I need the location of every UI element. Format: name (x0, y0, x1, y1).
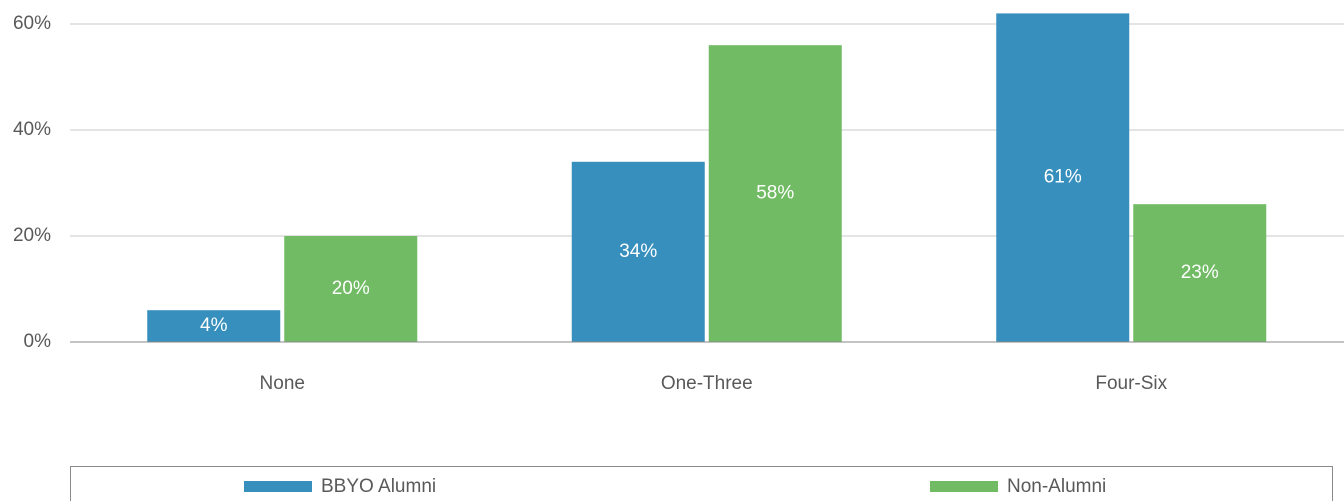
legend-swatch (244, 481, 312, 492)
data-label: 61% (1044, 167, 1082, 188)
bar-bbyo-alumni-one-three (571, 161, 705, 342)
bar-non-alumni-four-six (1133, 204, 1267, 342)
y-tick-label: 0% (24, 331, 52, 352)
data-label: 4% (200, 315, 228, 336)
legend-label: Non-Alumni (1007, 476, 1106, 497)
y-tick-label: 20% (13, 225, 51, 246)
bars (147, 13, 1267, 343)
gridlines (70, 23, 1344, 237)
bar-non-alumni-none (284, 236, 418, 342)
bar-non-alumni-one-three (708, 45, 842, 342)
y-axis-ticks: 0% 20% 40% 60% (13, 13, 51, 352)
category-labels: None One-Three Four-Six (260, 373, 1168, 394)
data-label: 58% (756, 183, 794, 204)
y-tick-label: 60% (13, 13, 51, 34)
data-label: 20% (332, 278, 370, 299)
category-label: One-Three (661, 373, 753, 394)
category-label: Four-Six (1095, 373, 1167, 394)
y-tick-label: 40% (13, 119, 51, 140)
category-label: None (260, 373, 305, 394)
legend-label: BBYO Alumni (321, 476, 436, 497)
data-label: 23% (1181, 262, 1219, 283)
bar-bbyo-alumni-four-six (996, 13, 1130, 343)
data-labels: 4% 20% 34% 58% 61% 23% (200, 167, 1219, 336)
data-label: 34% (619, 241, 657, 262)
legend-swatch (930, 481, 998, 492)
legend: BBYO Alumni Non-Alumni (70, 466, 1333, 501)
bar-bbyo-alumni-none (147, 310, 281, 342)
